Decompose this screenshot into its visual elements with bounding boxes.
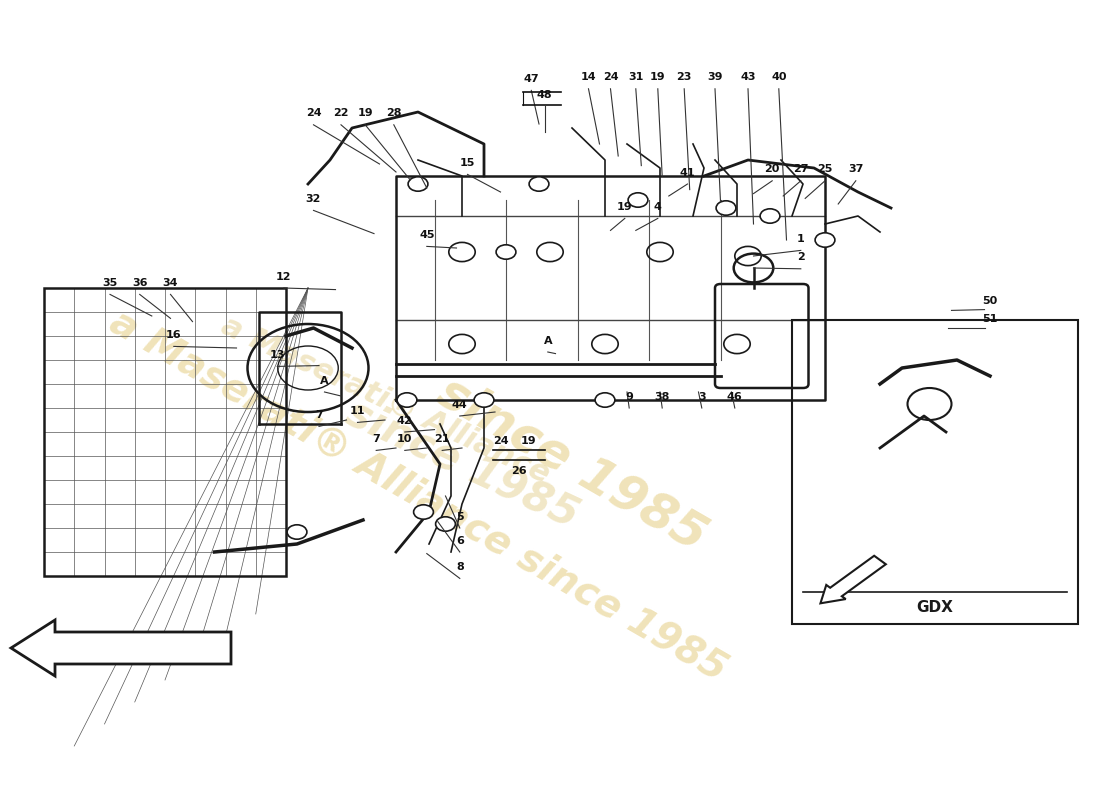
Circle shape — [760, 209, 780, 223]
Text: since 1985: since 1985 — [339, 392, 585, 536]
Text: 4: 4 — [653, 202, 662, 212]
Circle shape — [287, 525, 307, 539]
Circle shape — [397, 393, 417, 407]
Text: 16: 16 — [166, 330, 182, 340]
Circle shape — [716, 201, 736, 215]
Text: 35: 35 — [102, 278, 118, 288]
Text: GDX: GDX — [916, 601, 954, 615]
Text: 7: 7 — [372, 434, 381, 444]
Text: 5: 5 — [456, 512, 463, 522]
Text: since 1985: since 1985 — [429, 368, 715, 560]
Text: 25: 25 — [817, 164, 833, 174]
Text: 7: 7 — [315, 410, 323, 420]
Text: 43: 43 — [740, 72, 756, 82]
Text: 48: 48 — [537, 90, 552, 100]
Text: 19: 19 — [650, 72, 666, 82]
Text: 24: 24 — [493, 435, 508, 446]
Text: 3: 3 — [698, 392, 705, 402]
FancyArrow shape — [821, 556, 886, 603]
Circle shape — [414, 505, 433, 519]
Text: 20: 20 — [764, 164, 780, 174]
Text: 14: 14 — [581, 72, 596, 82]
Text: A: A — [320, 375, 329, 386]
Text: 19: 19 — [520, 435, 536, 446]
Text: a Maserati® Alliance since 1985: a Maserati® Alliance since 1985 — [102, 303, 734, 689]
Text: 24: 24 — [603, 72, 618, 82]
Text: 32: 32 — [306, 194, 321, 204]
Circle shape — [815, 233, 835, 247]
Text: 24: 24 — [306, 108, 321, 118]
FancyArrow shape — [11, 620, 231, 676]
Text: 45: 45 — [419, 230, 435, 240]
Text: 11: 11 — [350, 406, 365, 416]
Text: 44: 44 — [452, 400, 468, 410]
Text: 50: 50 — [982, 296, 998, 306]
Text: 31: 31 — [628, 72, 643, 82]
Text: 2: 2 — [796, 253, 805, 262]
Text: 26: 26 — [512, 466, 527, 475]
Text: 34: 34 — [163, 278, 178, 288]
Text: 13: 13 — [270, 350, 285, 360]
Text: 37: 37 — [848, 164, 864, 174]
Text: 8: 8 — [455, 562, 464, 572]
Text: 10: 10 — [397, 434, 412, 444]
Circle shape — [529, 177, 549, 191]
Text: 21: 21 — [434, 434, 450, 444]
Text: 9: 9 — [625, 392, 634, 402]
Text: 1: 1 — [796, 234, 805, 244]
Circle shape — [436, 517, 455, 531]
Text: A: A — [543, 336, 552, 346]
Text: 42: 42 — [397, 416, 412, 426]
Bar — [792, 320, 1078, 624]
Text: 36: 36 — [132, 278, 147, 288]
Text: 46: 46 — [727, 392, 742, 402]
Circle shape — [595, 393, 615, 407]
Text: 12: 12 — [276, 272, 292, 282]
Text: 6: 6 — [455, 536, 464, 546]
Text: 22: 22 — [333, 108, 349, 118]
Text: 39: 39 — [707, 72, 723, 82]
Bar — [44, 288, 286, 576]
Text: 19: 19 — [358, 108, 373, 118]
Text: 28: 28 — [386, 108, 402, 118]
Text: 23: 23 — [676, 72, 692, 82]
Text: 41: 41 — [680, 168, 695, 178]
Text: 19: 19 — [617, 202, 632, 212]
Text: 27: 27 — [793, 164, 808, 174]
Text: 40: 40 — [771, 72, 786, 82]
Text: 15: 15 — [460, 158, 475, 168]
Text: 47: 47 — [524, 74, 539, 84]
Text: a Maserati® Alliance: a Maserati® Alliance — [216, 311, 554, 489]
Circle shape — [628, 193, 648, 207]
Text: 51: 51 — [982, 314, 998, 324]
Text: 38: 38 — [654, 392, 670, 402]
Circle shape — [408, 177, 428, 191]
Circle shape — [474, 393, 494, 407]
Circle shape — [496, 245, 516, 259]
